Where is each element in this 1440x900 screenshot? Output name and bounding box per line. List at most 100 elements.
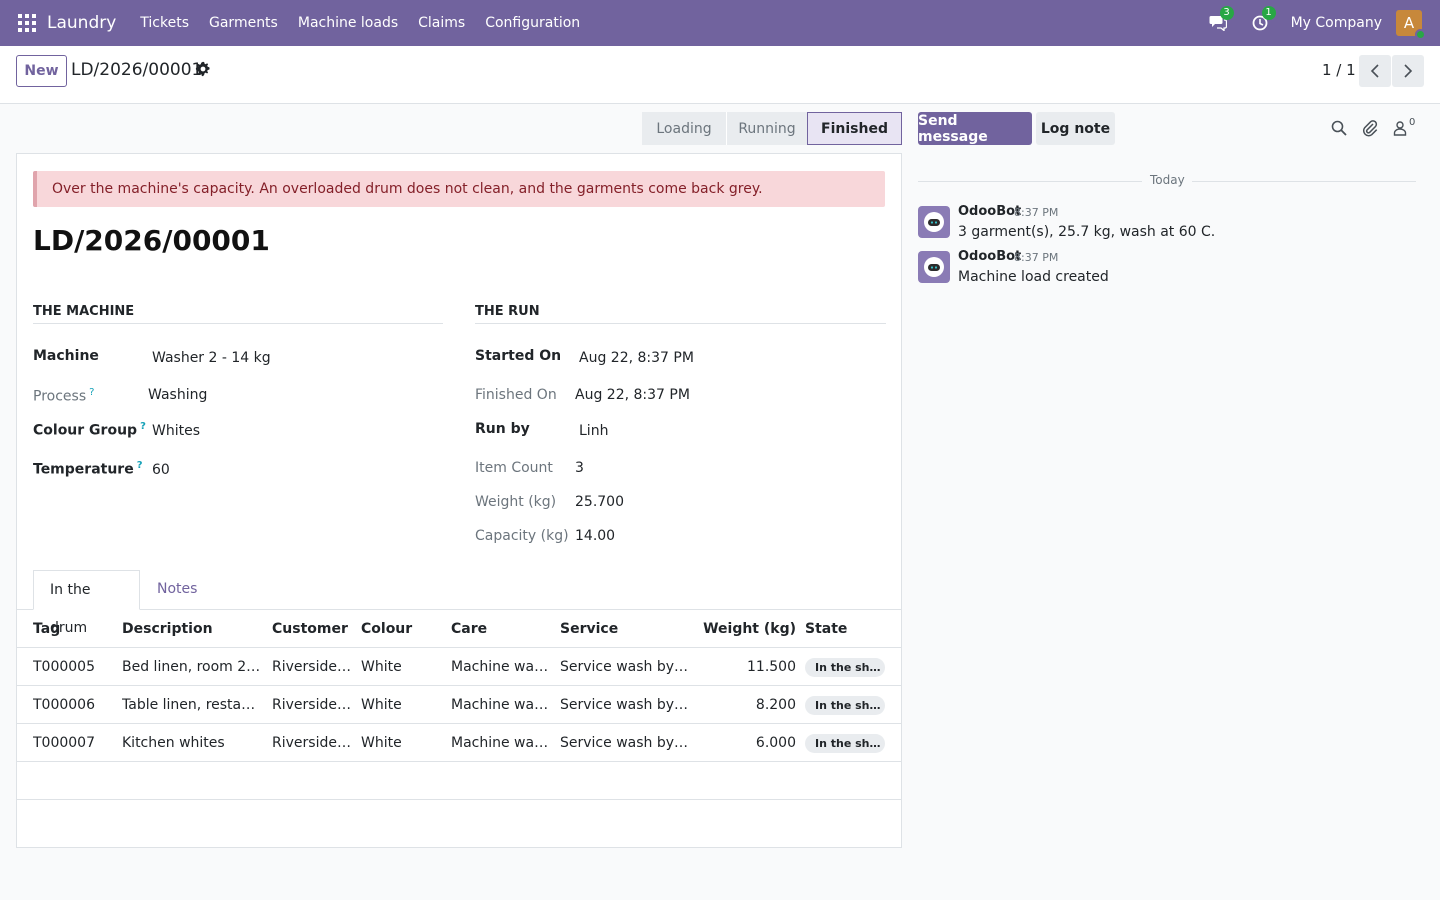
stage-loading[interactable]: Loading (642, 112, 726, 145)
capacity-label: Capacity (kg) (475, 528, 569, 544)
activities-count-badge: 1 (1261, 6, 1276, 20)
menu-claims[interactable]: Claims (418, 15, 466, 31)
stage-running[interactable]: Running (726, 112, 807, 145)
app-brand[interactable]: Laundry (47, 13, 117, 33)
paperclip-icon[interactable] (1361, 119, 1379, 137)
menu-configuration[interactable]: Configuration (485, 15, 581, 31)
run-by-field[interactable]: Linh (579, 423, 609, 439)
stage-finished[interactable]: Finished (807, 112, 902, 145)
column-header-customer[interactable]: Customer (272, 621, 348, 637)
colour-group-field[interactable]: Whites (152, 423, 201, 439)
message-body: 3 garment(s), 25.7 kg, wash at 60 C. (958, 224, 1216, 240)
cell-colour: White (361, 659, 402, 675)
send-message-button[interactable]: Send message (918, 112, 1032, 145)
process-label-text: Process (33, 388, 87, 405)
column-header-colour[interactable]: Colour (361, 621, 413, 637)
machine-label: Machine (33, 348, 99, 364)
started-on-field[interactable]: Aug 22, 8:37 PM (579, 350, 694, 366)
message-time: 8:37 PM (1014, 251, 1059, 264)
column-header-weight[interactable]: Weight (kg) (703, 621, 796, 637)
process-help-icon[interactable]: ? (89, 387, 95, 398)
table-header-row: Tag Description Customer Colour Care Ser… (17, 610, 901, 648)
cell-description: Bed linen, room 20… (122, 659, 262, 675)
group-title-machine: The Machine (33, 304, 443, 324)
new-button[interactable]: New (16, 55, 67, 87)
table-row[interactable]: T000006 Table linen, restaur… Riverside … (17, 686, 901, 724)
menu-machine-loads[interactable]: Machine loads (297, 15, 399, 31)
log-note-button[interactable]: Log note (1036, 112, 1115, 145)
odoobot-avatar[interactable] (918, 251, 950, 283)
cell-weight: 6.000 (755, 735, 796, 751)
finished-on-field: Aug 22, 8:37 PM (575, 387, 690, 403)
record-title[interactable]: LD/2026/00001 (33, 224, 270, 257)
breadcrumb-record-name: LD/2026/00001 (71, 60, 203, 80)
column-header-service[interactable]: Service (560, 621, 619, 637)
online-status-dot (1415, 29, 1426, 40)
capacity-warning-alert: Over the machine's capacity. An overload… (33, 171, 885, 207)
weight-field: 25.700 (575, 494, 624, 510)
followers-button[interactable]: 0 (1393, 117, 1417, 137)
gear-icon[interactable] (195, 61, 211, 77)
group-title-run: The Run (475, 304, 886, 324)
company-switcher[interactable]: My Company (1290, 15, 1382, 31)
today-separator: Today (1150, 173, 1185, 187)
temperature-field[interactable]: 60 (152, 462, 170, 478)
odoobot-avatar[interactable] (918, 206, 950, 238)
started-on-label: Started On (475, 348, 562, 364)
form-sheet: Over the machine's capacity. An overload… (16, 153, 902, 848)
cell-customer: Riverside … (272, 735, 352, 751)
cell-service: Service wash by w… (560, 659, 690, 675)
chevron-left-icon (1370, 64, 1379, 78)
message-body: Machine load created (958, 269, 1109, 285)
message-author[interactable]: OdooBot (958, 204, 1022, 219)
capacity-field: 14.00 (575, 528, 616, 544)
menu-garments[interactable]: Garments (209, 15, 278, 31)
cell-service: Service wash by w… (560, 697, 690, 713)
activities-button[interactable]: 1 (1249, 6, 1276, 34)
pager-next-button[interactable] (1392, 55, 1424, 87)
garments-table: Tag Description Customer Colour Care Ser… (17, 610, 901, 800)
control-panel: New LD/2026/00001 1 / 1 (0, 46, 1440, 104)
machine-field[interactable]: Washer 2 - 14 kg (152, 350, 271, 366)
cell-service: Service wash by w… (560, 735, 690, 751)
colour-group-label: Colour Group? (33, 421, 146, 439)
main-menu: Tickets Garments Machine loads Claims Co… (130, 0, 590, 46)
cell-care: Machine was… (451, 659, 551, 675)
cell-weight: 11.500 (747, 659, 796, 675)
cell-tag: T000005 (33, 659, 95, 675)
message-time: 8:37 PM (1014, 206, 1059, 219)
colour-group-help-icon[interactable]: ? (140, 421, 146, 432)
chevron-right-icon (1404, 64, 1413, 78)
messaging-button[interactable]: 3 (1207, 6, 1234, 34)
column-header-tag[interactable]: Tag (33, 621, 61, 637)
cell-care: Machine was… (451, 697, 551, 713)
state-badge: In the sh… (805, 734, 885, 753)
column-header-state[interactable]: State (805, 621, 848, 637)
temperature-help-icon[interactable]: ? (136, 460, 143, 471)
tab-notes[interactable]: Notes (157, 581, 198, 597)
top-navbar: Laundry Tickets Garments Machine loads C… (0, 0, 1440, 46)
followers-count: 0 (1409, 117, 1416, 128)
column-header-care[interactable]: Care (451, 621, 488, 637)
apps-grid-icon[interactable] (18, 14, 36, 32)
state-badge: In the sh… (805, 658, 885, 677)
pager-previous-button[interactable] (1359, 55, 1391, 87)
table-row[interactable]: T000007 Kitchen whites Riverside … White… (17, 724, 901, 762)
search-icon[interactable] (1330, 119, 1348, 137)
tab-in-the-drum[interactable]: In the drum (33, 570, 140, 636)
status-bar: Loading Running Finished (642, 112, 902, 145)
chat-bubbles-icon (1209, 16, 1227, 31)
table-row[interactable]: T000005 Bed linen, room 20… Riverside … … (17, 648, 901, 686)
user-avatar[interactable]: A (1396, 10, 1426, 40)
message-author[interactable]: OdooBot (958, 249, 1022, 264)
cell-description: Table linen, restaur… (122, 697, 262, 713)
cell-description: Kitchen whites (122, 735, 225, 751)
column-header-description[interactable]: Description (122, 621, 213, 637)
robot-icon (924, 212, 944, 232)
pager-value[interactable]: 1 / 1 (1322, 61, 1356, 79)
menu-tickets[interactable]: Tickets (140, 15, 189, 31)
process-field: Washing (148, 387, 208, 403)
user-icon (1393, 121, 1407, 136)
cell-colour: White (361, 697, 402, 713)
cell-colour: White (361, 735, 402, 751)
